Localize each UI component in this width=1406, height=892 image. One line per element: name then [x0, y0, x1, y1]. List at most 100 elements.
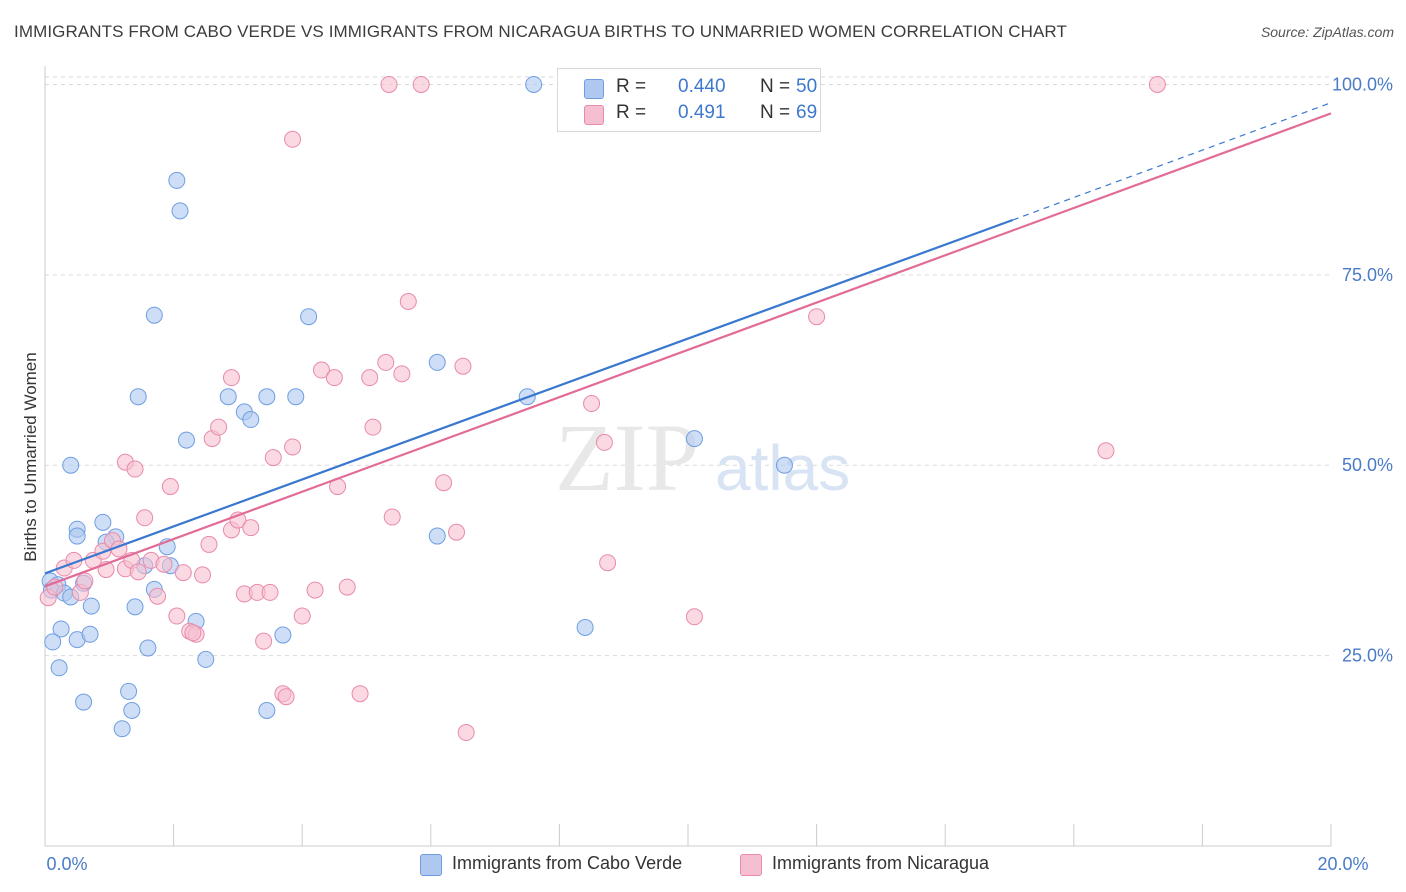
y-tick-label: 50.0% — [1342, 455, 1393, 475]
trend-layer — [44, 102, 1332, 588]
r-value: 0.440 — [678, 76, 726, 97]
cabo-verde-trend-extension — [1012, 102, 1332, 221]
y-tick-label: 75.0% — [1342, 265, 1393, 285]
cabo-verde-point — [177, 431, 195, 449]
nicaragua-point — [383, 508, 401, 526]
nicaragua-point — [583, 395, 601, 413]
cabo-verde-point — [44, 633, 62, 651]
nicaragua-point — [1148, 75, 1166, 93]
nicaragua-point — [338, 578, 356, 596]
tick-labels-layer: 25.0% 50.0% 75.0% 100.0% 0.0% 20.0% — [46, 74, 1393, 874]
cabo-verde-point — [258, 701, 276, 719]
nicaragua-point — [194, 566, 212, 584]
cabo-verde-point — [50, 659, 68, 677]
nicaragua-point — [174, 564, 192, 582]
nicaragua-point — [76, 572, 94, 590]
y-tick-label: 25.0% — [1342, 646, 1393, 666]
n-value: 69 — [796, 102, 818, 123]
n-value: 50 — [796, 76, 818, 97]
nicaragua-point — [200, 535, 218, 553]
nicaragua-point — [380, 75, 398, 93]
nicaragua-trend-line — [44, 112, 1332, 588]
y-tick-label: 100.0% — [1332, 74, 1393, 94]
nicaragua-point — [210, 418, 228, 436]
legend-label: Immigrants from Nicaragua — [772, 853, 990, 873]
nicaragua-point — [457, 724, 475, 742]
pink-swatch — [584, 105, 604, 125]
cabo-verde-point — [139, 639, 157, 657]
cabo-verde-point — [94, 513, 112, 531]
legend-label: Immigrants from Cabo Verde — [452, 853, 683, 873]
nicaragua-point — [599, 554, 617, 572]
cabo-verde-point — [576, 618, 594, 636]
blue-swatch — [584, 79, 604, 99]
cabo-verde-point — [62, 456, 80, 474]
cabo-verde-point — [75, 693, 93, 711]
nicaragua-point — [685, 608, 703, 626]
nicaragua-point — [136, 509, 154, 527]
cabo-verde-point — [274, 626, 292, 644]
nicaragua-point — [448, 523, 466, 541]
nicaragua-point — [149, 587, 167, 605]
nicaragua-point — [264, 449, 282, 467]
n-label: N = — [760, 102, 791, 123]
cabo-verde-point — [287, 388, 305, 406]
nicaragua-point — [222, 369, 240, 387]
cabo-verde-point — [120, 682, 138, 700]
cabo-verde-point — [113, 720, 131, 738]
cabo-verde-point — [82, 597, 100, 615]
nicaragua-point — [284, 438, 302, 456]
cabo-verde-point — [775, 456, 793, 474]
nicaragua-point — [161, 478, 179, 496]
nicaragua-point — [393, 365, 411, 383]
nicaragua-point — [1097, 442, 1115, 460]
nicaragua-point — [454, 357, 472, 375]
nicaragua-point — [312, 361, 330, 379]
chart-title: IMMIGRANTS FROM CABO VERDE VS IMMIGRANTS… — [14, 22, 1067, 41]
cabo-verde-trend-line — [44, 218, 1014, 575]
cabo-verde-point — [81, 625, 99, 643]
cabo-verde-point — [171, 202, 189, 220]
n-label: N = — [760, 76, 791, 97]
cabo-verde-point — [219, 388, 237, 406]
nicaragua-point — [129, 563, 147, 581]
cabo-verde-point — [428, 527, 446, 545]
nicaragua-point — [435, 474, 453, 492]
cabo-verde-point — [258, 388, 276, 406]
watermark-zip: ZIP — [555, 404, 699, 511]
nicaragua-point — [261, 583, 279, 601]
r-value: 0.491 — [678, 102, 726, 123]
nicaragua-point — [155, 555, 173, 573]
source-label: Source: ZipAtlas.com — [1260, 24, 1394, 40]
r-label: R = — [616, 102, 647, 123]
cabo-verde-point — [123, 701, 141, 719]
nicaragua-point — [126, 460, 144, 478]
nicaragua-point — [284, 130, 302, 148]
r-label: R = — [616, 76, 647, 97]
nicaragua-point — [184, 624, 202, 642]
cabo-verde-point — [300, 308, 318, 326]
nicaragua-point — [412, 75, 430, 93]
nicaragua-point — [255, 632, 273, 650]
grid-layer — [45, 76, 1331, 657]
cabo-verde-point — [168, 171, 186, 189]
cabo-verde-point — [68, 527, 86, 545]
nicaragua-point — [377, 353, 395, 371]
blue-swatch — [420, 854, 442, 876]
nicaragua-point — [364, 418, 382, 436]
nicaragua-point — [168, 607, 186, 625]
y-axis-label: Births to Unmarried Women — [21, 352, 40, 561]
axes-layer — [44, 66, 1332, 847]
x-tick-label: 0.0% — [46, 854, 87, 874]
nicaragua-point — [325, 369, 343, 387]
x-tick-label: 20.0% — [1317, 854, 1368, 874]
nicaragua-point — [595, 433, 613, 451]
nicaragua-point — [242, 519, 260, 537]
nicaragua-point — [277, 688, 295, 706]
cabo-verde-point — [685, 430, 703, 448]
nicaragua-point — [399, 293, 417, 310]
cabo-verde-point — [126, 598, 144, 616]
cabo-verde-point — [145, 306, 163, 324]
nicaragua-point — [351, 685, 369, 703]
